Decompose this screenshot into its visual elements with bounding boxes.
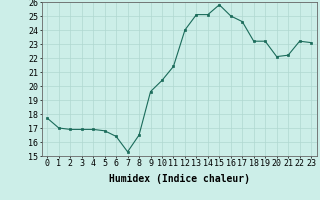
X-axis label: Humidex (Indice chaleur): Humidex (Indice chaleur) [109, 174, 250, 184]
